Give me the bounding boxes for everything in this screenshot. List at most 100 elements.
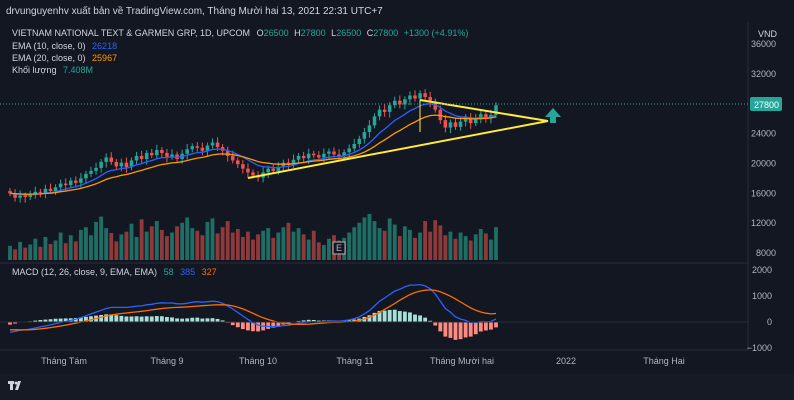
- macd-histogram-bar: [220, 320, 225, 322]
- candle-body: [428, 96, 432, 102]
- macd-histogram-bar: [423, 317, 428, 322]
- breakout-arrow[interactable]: [545, 108, 561, 123]
- candle-body: [23, 195, 27, 198]
- ema-lines: [9, 103, 497, 196]
- legend-ema20-row[interactable]: EMA (20, close, 0) 25967: [12, 53, 117, 63]
- volume-bar: [170, 232, 174, 260]
- macd-histogram-bar: [463, 322, 468, 338]
- legend-ema10-row[interactable]: EMA (10, close, 0) 26218: [12, 41, 117, 51]
- volume-bar: [286, 222, 291, 260]
- volume-bar: [94, 221, 98, 260]
- time-axis[interactable]: Tháng Tám Tháng 9 Tháng 10 Tháng 11 Tháng Mư…: [41, 356, 685, 366]
- currency-text: VND: [758, 29, 778, 39]
- candle-body: [58, 183, 63, 188]
- volume-bar: [291, 231, 296, 260]
- candle-body: [403, 99, 407, 105]
- candle-body: [139, 155, 144, 159]
- up-arrow-icon[interactable]: [545, 108, 561, 123]
- macd-histogram-bar: [372, 312, 377, 322]
- lower-trendline[interactable]: [247, 120, 549, 179]
- candle-body: [94, 167, 98, 171]
- volume-bar: [433, 220, 438, 260]
- candle-body: [200, 147, 205, 151]
- volume-bar: [327, 238, 331, 260]
- macd-line-value: 385: [180, 267, 196, 277]
- legend-volume-row[interactable]: Khối lượng 7.408M: [12, 65, 93, 75]
- candle-body: [377, 109, 382, 117]
- candle-body: [408, 95, 412, 100]
- price-tick-label: 12000: [751, 218, 776, 228]
- candle-body: [144, 152, 149, 159]
- candle-body: [205, 145, 210, 151]
- candle-body: [347, 148, 351, 153]
- macd-histogram-bar: [159, 316, 164, 322]
- volume-bar: [43, 236, 48, 260]
- candle-body: [266, 168, 270, 173]
- candle-body: [165, 152, 169, 157]
- volume-bar: [68, 235, 73, 260]
- candle-body: [357, 138, 362, 145]
- macd-histogram-bar: [478, 322, 483, 332]
- volume-bar: [225, 221, 230, 260]
- candle-body: [104, 157, 108, 162]
- volume-bar: [99, 216, 104, 260]
- candle-body: [215, 142, 220, 148]
- macd-histogram-bar: [190, 317, 195, 322]
- legend-symbol-row: VIETNAM NATIONAL TEXT & GARMEN GRP, 1D, …: [12, 28, 468, 38]
- candle-body: [453, 122, 458, 127]
- time-tick-label: Tháng 11: [336, 356, 373, 366]
- volume-bar: [266, 228, 271, 260]
- time-tick-label: 2022: [556, 356, 576, 366]
- volume-bar: [33, 238, 38, 260]
- candle-body: [236, 160, 240, 165]
- close-label: C: [366, 28, 374, 38]
- volume-bar: [468, 240, 473, 260]
- macd-histogram-bar: [494, 322, 498, 328]
- macd-axis[interactable]: 2000 1000 0 −1000: [747, 265, 772, 353]
- volume-bar: [89, 235, 93, 260]
- macd-histogram-bar: [8, 322, 12, 325]
- macd-tick-label: 1000: [752, 291, 772, 301]
- volume-bar: [124, 231, 129, 260]
- macd-histogram-bar: [84, 316, 88, 322]
- macd-histogram-bar: [43, 319, 48, 322]
- macd-histogram-bar: [266, 322, 271, 329]
- open-value: 26500: [263, 28, 289, 38]
- macd-histogram-bar: [210, 318, 215, 322]
- candle-body: [124, 162, 129, 168]
- tradingview-logo[interactable]: [8, 380, 26, 392]
- candle-body: [317, 155, 321, 158]
- chart-svg[interactable]: 360003200028000240002000016000120008000 …: [0, 22, 794, 374]
- volume-bar: [489, 239, 493, 260]
- volume-bar: [230, 232, 235, 260]
- macd-histogram-bar: [251, 322, 255, 332]
- events-marker[interactable]: E: [332, 241, 346, 255]
- candle-body: [463, 117, 468, 122]
- candle-body: [479, 114, 483, 120]
- macd-histogram-bar: [149, 316, 154, 322]
- volume-bar: [48, 244, 53, 260]
- candle-body: [322, 153, 326, 158]
- candle-body: [337, 154, 341, 156]
- candle-body: [291, 159, 296, 165]
- macd-histogram-bar: [240, 322, 245, 330]
- legend-macd-row[interactable]: MACD (12, 26, close, 9, EMA, EMA) 58 385…: [12, 267, 217, 277]
- price-tick-label: 36000: [751, 39, 776, 49]
- candle-body: [53, 187, 58, 192]
- volume-bar: [276, 232, 281, 260]
- time-tick-label: Tháng Mười hai: [430, 356, 494, 366]
- macd-histogram-bar: [200, 318, 205, 322]
- chart-area[interactable]: 360003200028000240002000016000120008000 …: [0, 22, 794, 374]
- volume-bar: [453, 238, 458, 260]
- ema20-line: [9, 114, 497, 195]
- macd-histogram-bar: [473, 322, 478, 335]
- macd-histogram-bar: [33, 320, 38, 322]
- volume-bar: [84, 227, 88, 260]
- macd-histogram-bar: [271, 322, 276, 328]
- candle-body: [210, 142, 215, 146]
- volume-bar: [119, 234, 124, 260]
- candle-body: [68, 180, 73, 186]
- candle-body: [473, 119, 478, 124]
- candle-body: [372, 116, 377, 126]
- candle-body: [251, 172, 255, 176]
